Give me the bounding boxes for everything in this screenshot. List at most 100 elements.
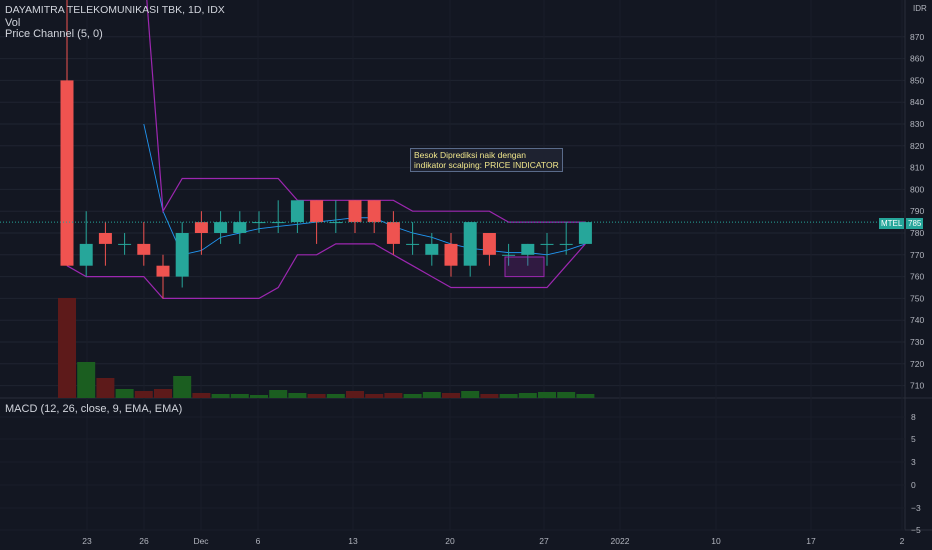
candle-body bbox=[271, 222, 285, 224]
candle-body bbox=[329, 222, 343, 224]
volume-legend[interactable]: Vol bbox=[5, 17, 21, 29]
candle bbox=[463, 222, 477, 277]
candle bbox=[329, 200, 343, 233]
candle bbox=[540, 233, 554, 266]
candle-body bbox=[233, 222, 247, 233]
candle-body bbox=[444, 243, 458, 266]
volume-bar bbox=[230, 394, 249, 398]
macd-legend[interactable]: MACD (12, 26, close, 9, EMA, EMA) bbox=[5, 403, 183, 415]
volume-bars bbox=[58, 298, 595, 398]
annotation-line-1: Besok Diprediksi naik dengan bbox=[414, 150, 526, 160]
candle-body bbox=[310, 200, 324, 223]
candle-body bbox=[578, 222, 592, 244]
volume-bar bbox=[96, 378, 115, 398]
last-price-tag: 785 bbox=[906, 218, 924, 229]
price-tick-label: 730 bbox=[910, 337, 924, 347]
candle-body bbox=[559, 243, 573, 245]
projection-rect bbox=[504, 256, 545, 278]
volume-bar bbox=[346, 391, 364, 398]
candle bbox=[194, 211, 208, 255]
candle bbox=[482, 233, 496, 266]
volume-bar bbox=[461, 391, 480, 398]
macd-tick-label: 5 bbox=[911, 434, 916, 444]
candle-body bbox=[386, 222, 400, 244]
candle bbox=[156, 254, 170, 299]
volume-bar bbox=[365, 394, 384, 398]
candle bbox=[233, 211, 247, 244]
macd-axis[interactable]: 8 5 3 0 −3 −5 bbox=[911, 412, 921, 535]
volume-bar bbox=[58, 298, 76, 398]
volume-bar bbox=[115, 389, 134, 398]
volume-bar bbox=[499, 394, 518, 398]
candle-body bbox=[348, 200, 362, 223]
chart-title[interactable]: DAYAMITRA TELEKOMUNIKASI TBK, 1D, IDX bbox=[5, 4, 225, 16]
price-tick-label: 770 bbox=[910, 250, 924, 260]
macd-tick-label: −5 bbox=[911, 525, 921, 535]
candle bbox=[137, 222, 151, 266]
candle bbox=[386, 211, 400, 255]
candle-body bbox=[79, 243, 93, 266]
candle-body bbox=[252, 222, 266, 224]
macd-tick-label: 0 bbox=[911, 480, 916, 490]
price-tick-label: 760 bbox=[910, 272, 924, 282]
candle-body bbox=[540, 243, 554, 245]
price-tick-label: 830 bbox=[910, 119, 924, 129]
time-tick-label: 17 bbox=[806, 536, 816, 546]
candle-body bbox=[175, 233, 189, 277]
candle bbox=[521, 243, 535, 266]
candle bbox=[60, 0, 74, 266]
candle bbox=[502, 243, 516, 266]
volume-bar bbox=[326, 394, 345, 398]
volume-bar bbox=[518, 393, 537, 398]
volume-bar bbox=[173, 376, 192, 398]
candle bbox=[406, 222, 420, 255]
candle-body bbox=[290, 200, 304, 223]
time-tick-label: 20 bbox=[445, 536, 455, 546]
price-tick-label: 840 bbox=[910, 97, 924, 107]
candle-body bbox=[214, 222, 228, 233]
time-tick-label: 6 bbox=[256, 536, 261, 546]
volume-bar bbox=[211, 394, 230, 398]
volume-bar bbox=[403, 394, 422, 398]
candle bbox=[175, 222, 189, 288]
time-tick-label: 10 bbox=[711, 536, 721, 546]
price-tick-label: 750 bbox=[910, 293, 924, 303]
price-tick-label: 710 bbox=[910, 381, 924, 391]
moving-average-line bbox=[143, 123, 586, 256]
price-tick-label: 870 bbox=[910, 32, 924, 42]
candle bbox=[559, 222, 573, 255]
candle-body bbox=[463, 222, 477, 266]
price-axis[interactable]: 710 720 730 740 750 760 770 780 790 800 810 820 830 8… bbox=[910, 32, 924, 391]
volume-bar bbox=[269, 390, 288, 398]
volume-bar bbox=[422, 392, 441, 398]
volume-bar bbox=[442, 393, 460, 398]
volume-bar bbox=[192, 393, 211, 398]
candle-body bbox=[425, 243, 439, 255]
time-tick-label: 13 bbox=[348, 536, 358, 546]
candle-body bbox=[406, 243, 420, 245]
candle-body bbox=[156, 265, 170, 277]
volume-bar bbox=[154, 389, 172, 398]
candle bbox=[98, 222, 112, 266]
candle-body bbox=[98, 233, 112, 244]
candle-body bbox=[194, 222, 208, 233]
volume-bar bbox=[307, 394, 326, 398]
macd-tick-label: 8 bbox=[911, 412, 916, 422]
price-tick-label: 860 bbox=[910, 54, 924, 64]
annotation-line-2: indikator scalping: PRICE INDICATOR bbox=[414, 160, 559, 170]
volume-bar bbox=[134, 391, 153, 398]
time-axis[interactable]: 23 26 Dec 6 13 20 27 2022 10 17 2 bbox=[82, 536, 904, 546]
prediction-annotation[interactable]: Besok Diprediksi naik dengan indikator s… bbox=[410, 148, 563, 172]
candle bbox=[252, 211, 266, 233]
price-tick-label: 850 bbox=[910, 75, 924, 85]
price-channel-legend[interactable]: Price Channel (5, 0) bbox=[5, 28, 103, 40]
ma-line bbox=[143, 123, 586, 256]
price-tick-label: 780 bbox=[910, 228, 924, 238]
price-tick-label: 800 bbox=[910, 184, 924, 194]
volume-bar bbox=[538, 392, 556, 398]
candle bbox=[310, 200, 324, 244]
volume-bar bbox=[480, 394, 499, 398]
channel-lower-line bbox=[66, 243, 586, 299]
time-tick-label: 2 bbox=[900, 536, 905, 546]
